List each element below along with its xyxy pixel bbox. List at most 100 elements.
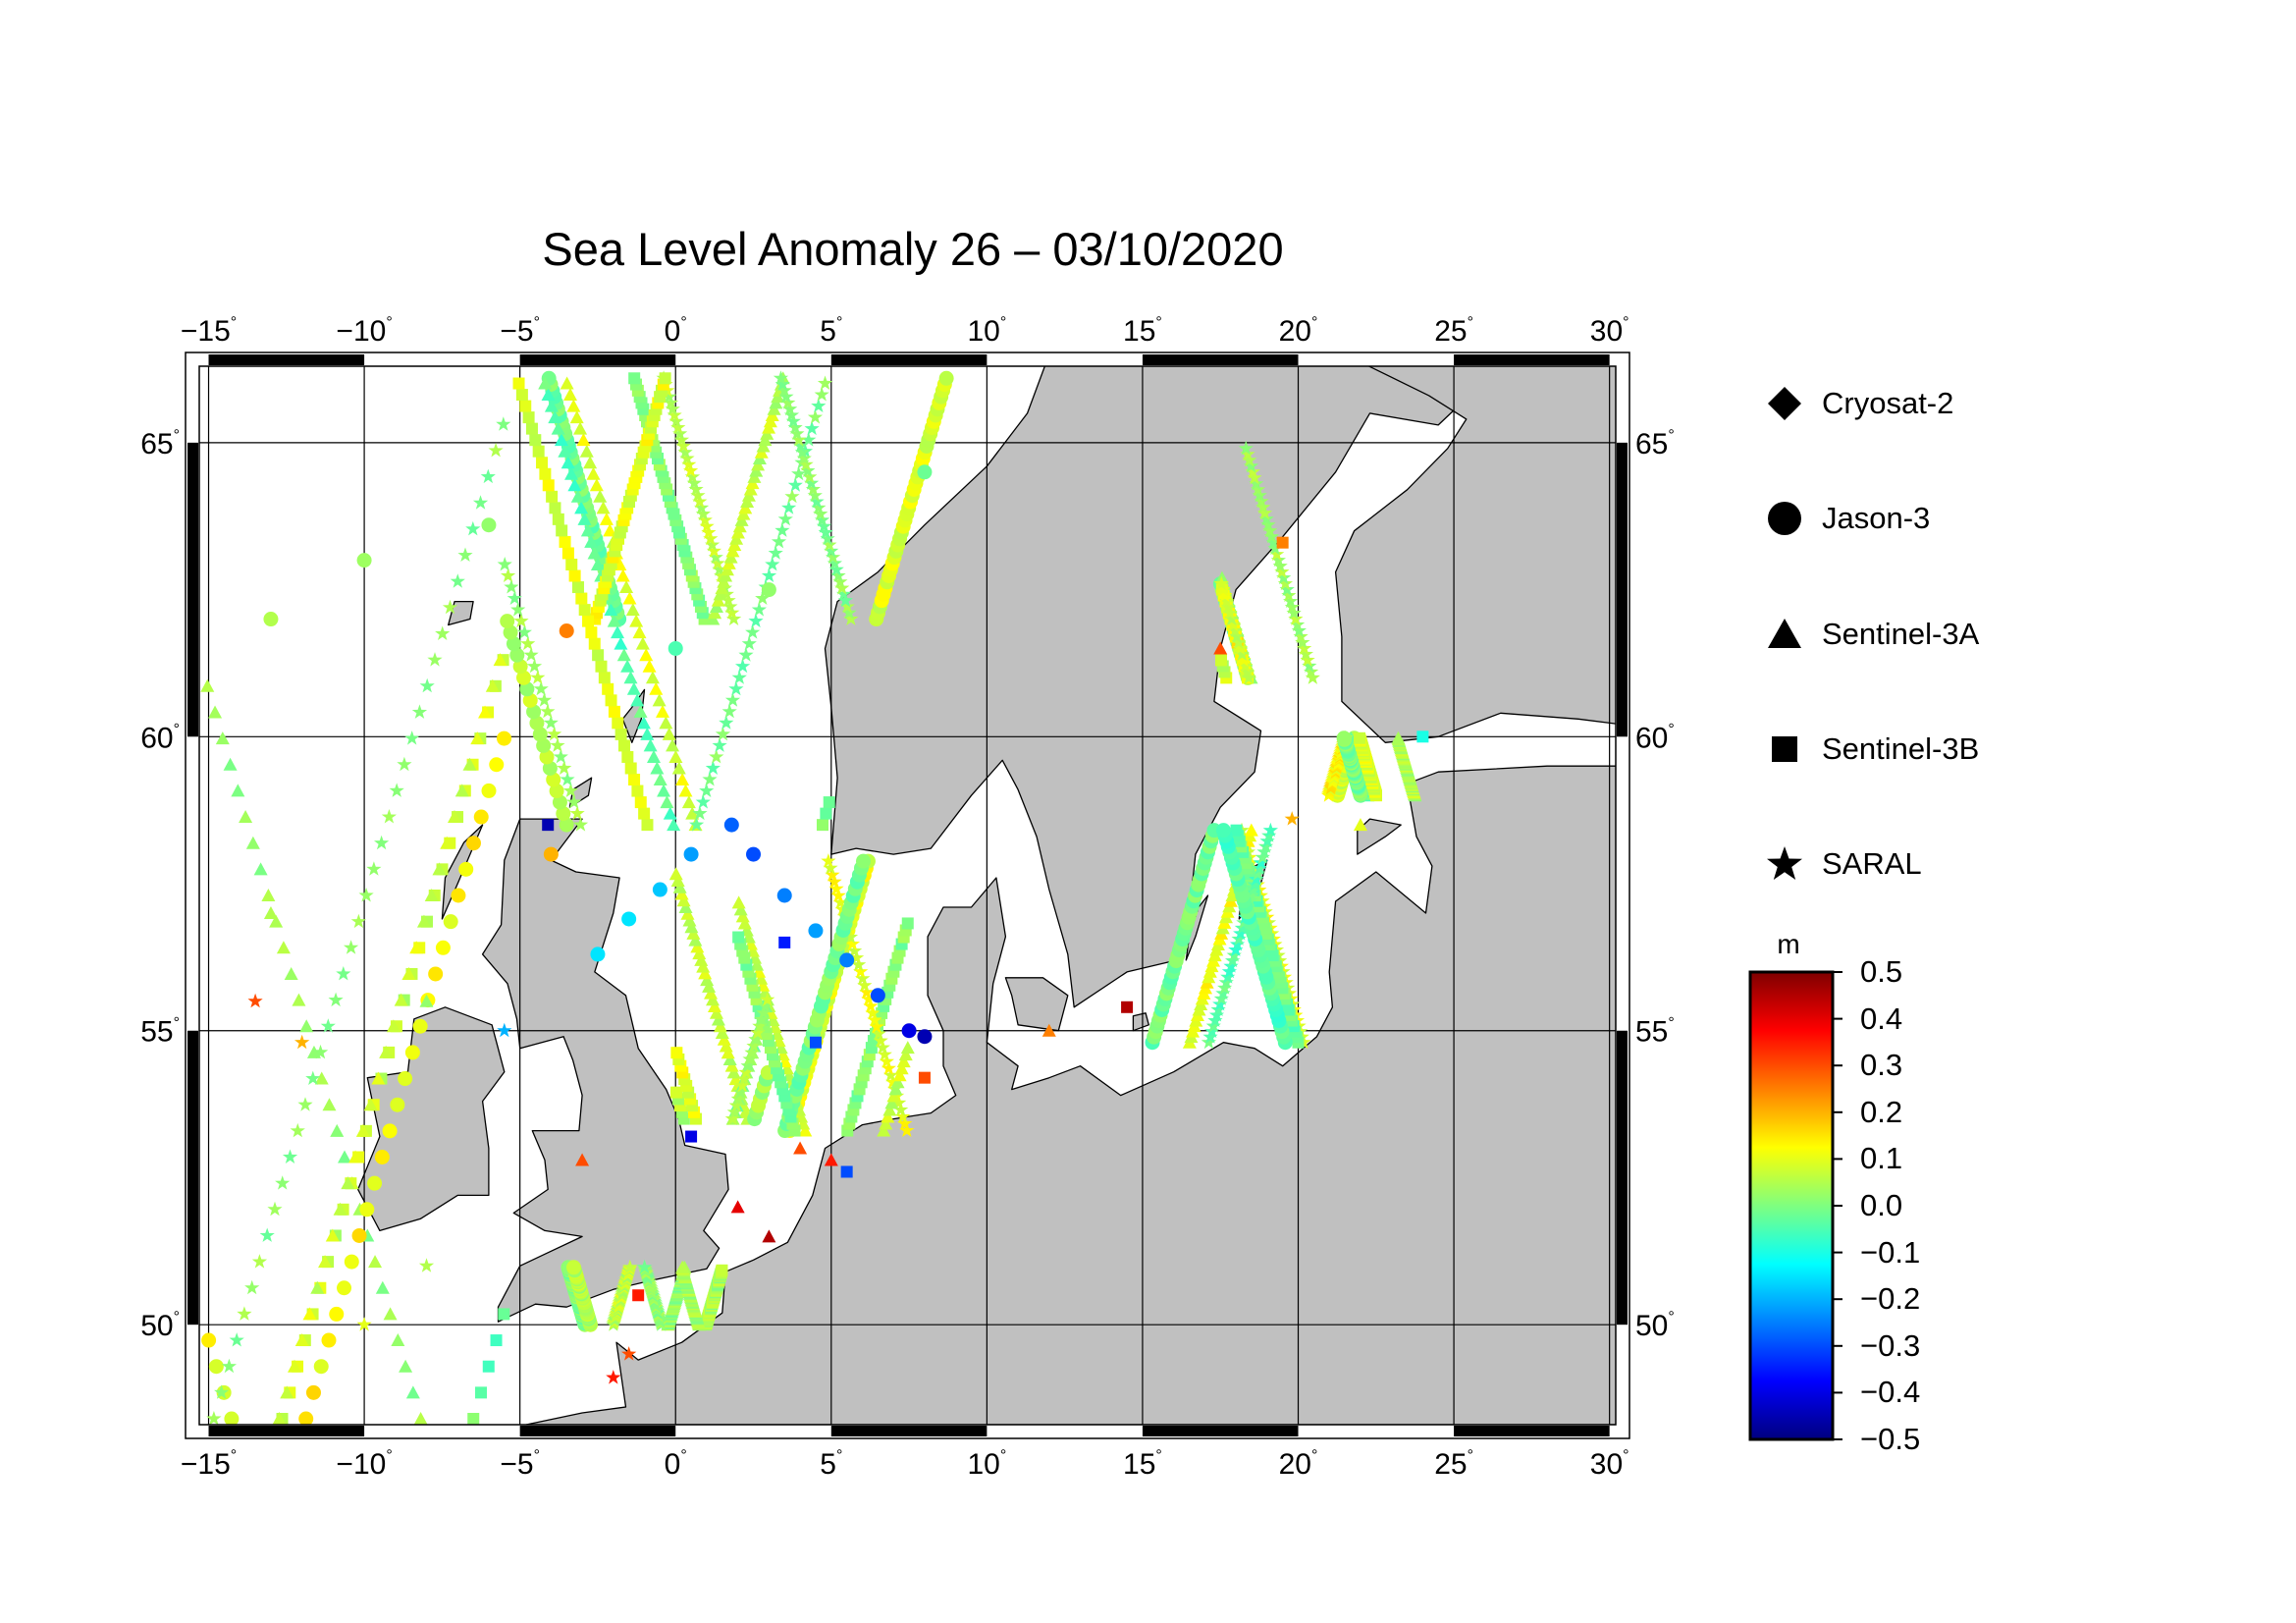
saral-point — [863, 998, 879, 1013]
lat-tick-label-right: 50° — [1635, 1309, 1675, 1342]
saral-point — [1229, 937, 1246, 951]
land-saaremaa — [1357, 818, 1402, 855]
sentinel3b-point — [571, 581, 584, 594]
saral-point — [1238, 440, 1254, 456]
saral-point — [665, 401, 680, 416]
sentinel3a-point — [629, 614, 644, 627]
sentinel3a-point — [678, 899, 693, 913]
sentinel3a-point — [589, 478, 604, 492]
sentinel3a-point — [898, 1048, 913, 1061]
saral-point — [728, 1098, 744, 1112]
sentinel3a-point — [284, 966, 298, 980]
saral-point — [513, 613, 529, 628]
sentinel3a-point — [666, 738, 680, 752]
saral-point — [1265, 534, 1281, 550]
lat-tick-label-left: 60° — [140, 721, 180, 754]
saral-point — [773, 370, 789, 385]
saral-point — [1242, 452, 1257, 467]
sentinel3a-point — [684, 920, 699, 934]
sentinel3a-point — [544, 399, 559, 412]
sentinel3a-point — [355, 1123, 370, 1137]
sentinel3a-point — [713, 1019, 727, 1033]
saral-point — [1288, 611, 1304, 625]
sentinel3a-point — [302, 1307, 317, 1321]
saral-point — [871, 1026, 886, 1041]
saral-point — [1215, 985, 1231, 1001]
sentinel3b-point — [585, 626, 598, 639]
sentinel3b-point — [568, 569, 581, 582]
saral-point — [670, 419, 686, 435]
saral-point — [297, 1097, 313, 1111]
saral-point — [765, 557, 780, 571]
sentinel3a-point — [245, 836, 260, 849]
lon-tick-label-bottom: −15° — [181, 1447, 237, 1481]
jason3-point — [344, 1254, 359, 1270]
saral-point — [344, 940, 359, 954]
saral-point — [726, 1104, 742, 1119]
jason3-point — [1215, 823, 1231, 839]
saral-point — [695, 794, 711, 809]
saral-point — [1220, 599, 1236, 614]
saral-point — [488, 442, 504, 458]
jason3-point — [359, 1202, 375, 1217]
saral-point — [724, 605, 740, 620]
sentinel3b-point — [575, 592, 588, 605]
saral-point — [229, 1332, 244, 1347]
saral-point — [1262, 822, 1278, 838]
saral-point — [530, 670, 546, 684]
sentinel3a-point — [793, 1141, 808, 1155]
saral-point — [1231, 634, 1247, 649]
saral-point — [1247, 469, 1262, 485]
sentinel3a-point — [333, 1202, 347, 1216]
sentinel3a-point — [900, 1041, 915, 1055]
sentinel3a-point — [662, 727, 676, 740]
diamond-icon — [1768, 387, 1801, 420]
jason3-point — [298, 1411, 314, 1425]
jason3-point — [382, 1123, 398, 1139]
sentinel3a-point — [325, 1228, 340, 1242]
saral-point — [1260, 516, 1276, 532]
altimetry-points-layer — [200, 370, 1429, 1425]
saral-point — [697, 512, 713, 527]
sentinel3a-point — [391, 1333, 405, 1347]
lon-tick-label-top: −15° — [181, 314, 237, 348]
lon-tick-label-top: −5° — [500, 314, 540, 348]
saral-point — [774, 522, 790, 537]
sentinel3a-point — [884, 1096, 899, 1109]
jason3-point — [723, 817, 739, 833]
saral-point — [828, 562, 844, 576]
sentinel3a-point — [561, 456, 575, 469]
saral-point — [745, 624, 761, 639]
saral-point — [701, 524, 717, 539]
saral-point — [294, 1034, 310, 1050]
legend-label: Cryosat-2 — [1822, 386, 1954, 420]
saral-point — [891, 1095, 907, 1109]
saral-point — [1290, 617, 1306, 631]
jason3-point — [565, 1260, 581, 1275]
saral-point — [1286, 605, 1302, 620]
sentinel3b-point — [475, 1386, 488, 1399]
saral-point — [821, 853, 836, 868]
saral-point — [1232, 640, 1249, 655]
saral-point — [1267, 540, 1283, 556]
sentinel3a-point — [424, 889, 439, 901]
sentinel3a-point — [724, 1058, 739, 1072]
saral-point — [722, 598, 738, 614]
saral-point — [1228, 942, 1244, 956]
lon-tick-label-bottom: −5° — [500, 1447, 540, 1481]
sentinel3b-point — [918, 1071, 931, 1084]
frame-segment-right — [1617, 1030, 1628, 1325]
sentinel3a-point — [570, 489, 585, 503]
saral-point — [706, 543, 721, 558]
saral-point — [1241, 670, 1256, 684]
saral-point — [849, 949, 865, 965]
sentinel3a-point — [667, 818, 681, 832]
sentinel3a-point — [416, 914, 431, 928]
sentinel3a-point — [564, 466, 579, 480]
sentinel3a-point — [462, 757, 477, 771]
sentinel3a-point — [263, 905, 278, 919]
saral-point — [1263, 528, 1280, 544]
saral-point — [692, 805, 708, 821]
sentinel3a-point — [626, 681, 641, 695]
sentinel3a-point — [728, 1072, 743, 1086]
